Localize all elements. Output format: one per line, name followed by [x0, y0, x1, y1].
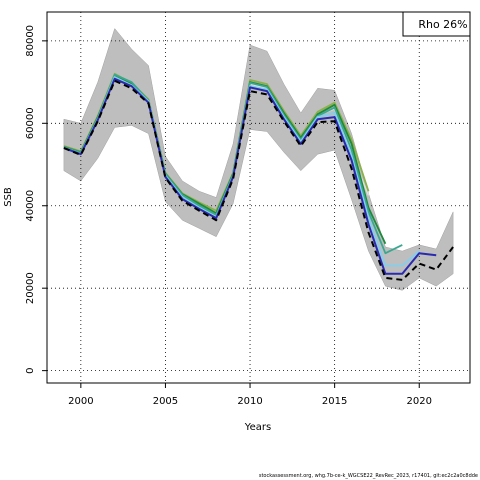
x-tick-label: 2000 — [68, 396, 93, 407]
x-tick-label: 2005 — [153, 396, 178, 407]
y-tick-label: 20000 — [25, 272, 36, 304]
confidence-band — [63, 27, 454, 291]
y-tick-label: 0 — [25, 367, 36, 373]
x-tick-label: 2015 — [322, 396, 347, 407]
series-line-6 — [63, 77, 437, 275]
x-tick-label: 2010 — [237, 396, 262, 407]
grid-layer — [47, 12, 470, 383]
y-tick-label: 40000 — [25, 190, 36, 222]
footer-text: stockassessment.org, whg.7b-ce-k_WGCSE22… — [259, 473, 478, 479]
x-tick-label: 2020 — [407, 396, 432, 407]
x-axis-title: Years — [244, 422, 271, 433]
legend: Rho 26% — [402, 11, 471, 37]
legend-box — [402, 11, 471, 37]
y-axis-title: SSB — [3, 187, 14, 207]
y-tick-label: 80000 — [25, 25, 36, 57]
series-line-7 — [63, 79, 454, 281]
series-layer — [63, 72, 454, 281]
axis-layer: 2000 2005 2010 2015 2020 0 20000 40000 60000 8000… — [25, 25, 432, 407]
confidence-band-layer — [63, 27, 454, 291]
legend-text: Rho 26% — [418, 18, 467, 31]
y-tick-label: 60000 — [25, 107, 36, 139]
